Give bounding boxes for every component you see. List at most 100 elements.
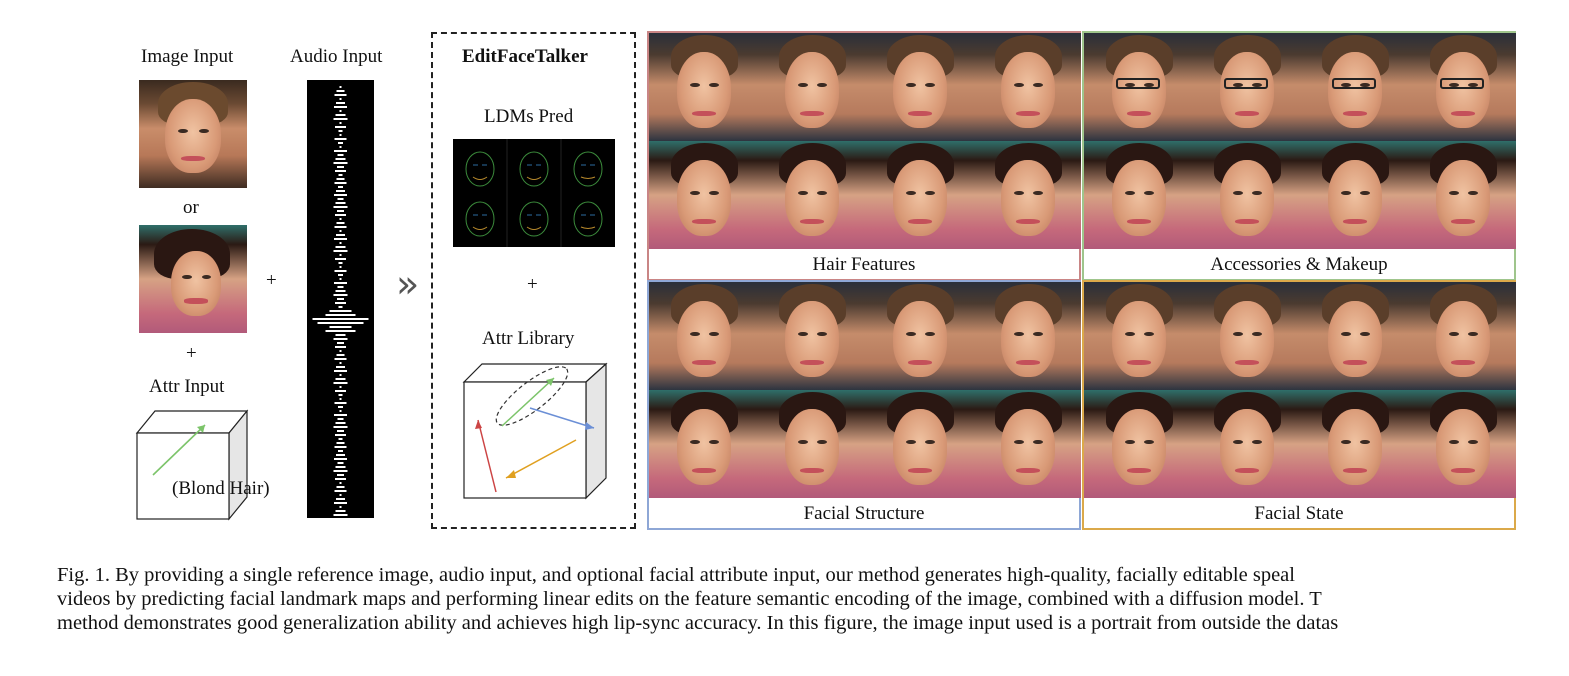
result-frame bbox=[1300, 141, 1408, 249]
waveform-bar bbox=[339, 398, 342, 400]
waveform-bar bbox=[336, 486, 345, 488]
waveform-bar bbox=[337, 342, 344, 344]
waveform-bar bbox=[334, 238, 347, 240]
waveform-bar bbox=[337, 286, 344, 288]
waveform-bar bbox=[339, 506, 342, 508]
waveform-bar bbox=[333, 426, 348, 428]
blond-hair-label: (Blond Hair) bbox=[172, 478, 270, 499]
waveform-bar bbox=[335, 478, 346, 480]
result-frame bbox=[1192, 390, 1300, 498]
waveform-bar bbox=[329, 326, 352, 328]
waveform-bar bbox=[337, 418, 344, 420]
panel-caption: Facial State bbox=[1254, 503, 1344, 524]
waveform-bar bbox=[333, 162, 348, 164]
result-frame bbox=[1084, 390, 1192, 498]
waveform-bar bbox=[335, 214, 346, 216]
waveform-bar bbox=[329, 310, 352, 312]
panel-caption: Accessories & Makeup bbox=[1210, 254, 1388, 275]
result-frame bbox=[1192, 33, 1300, 141]
ldm-pred-label: LDMs Pred bbox=[484, 106, 574, 127]
reference-image-man bbox=[139, 80, 247, 188]
waveform-bar bbox=[336, 366, 345, 368]
result-frame bbox=[1084, 33, 1192, 141]
waveform-bar bbox=[339, 386, 342, 388]
editfacetalker-title: EditFaceTalker bbox=[462, 46, 588, 67]
waveform-bar bbox=[333, 118, 348, 120]
waveform-bar bbox=[334, 402, 347, 404]
waveform-bar bbox=[338, 130, 343, 132]
waveform-bar bbox=[339, 254, 342, 256]
waveform-bar bbox=[312, 318, 369, 320]
waveform-bar bbox=[333, 294, 348, 296]
result-frame bbox=[865, 390, 973, 498]
panel-caption: Facial Structure bbox=[803, 503, 925, 524]
waveform-bar bbox=[335, 390, 346, 392]
result-frame bbox=[1192, 141, 1300, 249]
waveform-bar bbox=[333, 514, 348, 516]
result-panel-4: Facial State bbox=[1082, 280, 1516, 530]
waveform-bar bbox=[339, 110, 342, 112]
result-frame bbox=[865, 33, 973, 141]
waveform-bar bbox=[336, 178, 345, 180]
result-frame bbox=[649, 282, 757, 390]
waveform-bar bbox=[335, 346, 346, 348]
plus-sign-attr: + bbox=[186, 343, 197, 364]
image-input-label: Image Input bbox=[141, 46, 234, 67]
waveform-bar bbox=[339, 146, 342, 148]
waveform-bar bbox=[334, 370, 347, 372]
waveform-bar bbox=[336, 498, 345, 500]
waveform-bar bbox=[337, 430, 344, 432]
result-frame bbox=[649, 33, 757, 141]
waveform-bar bbox=[339, 350, 342, 352]
waveform-bar bbox=[334, 182, 347, 184]
result-panel-2: Accessories & Makeup bbox=[1082, 31, 1516, 281]
waveform-bar bbox=[338, 274, 343, 276]
waveform-bar bbox=[334, 502, 347, 504]
result-frame bbox=[757, 141, 865, 249]
waveform-bar bbox=[335, 510, 346, 512]
waveform-bar bbox=[338, 142, 343, 144]
waveform-bar bbox=[339, 230, 342, 232]
panel-caption: Hair Features bbox=[812, 254, 916, 275]
waveform-bar bbox=[339, 482, 342, 484]
result-frame bbox=[649, 141, 757, 249]
figure-caption: Fig. 1. By providing a single reference … bbox=[57, 563, 1557, 635]
waveform-bar bbox=[335, 258, 346, 260]
waveform-bar bbox=[336, 442, 345, 444]
result-frame bbox=[757, 33, 865, 141]
waveform-bar bbox=[337, 210, 344, 212]
waveform-bar bbox=[339, 374, 342, 376]
result-frame bbox=[1300, 282, 1408, 390]
attr-library-label: Attr Library bbox=[482, 328, 575, 349]
waveform-bar bbox=[339, 122, 342, 124]
waveform-bar bbox=[336, 454, 345, 456]
waveform-bar bbox=[339, 86, 342, 88]
waveform-bar bbox=[338, 450, 343, 452]
waveform-bar bbox=[334, 94, 347, 96]
plus-sign-audio: + bbox=[266, 270, 277, 291]
result-frame bbox=[1408, 390, 1516, 498]
waveform-bar bbox=[334, 150, 347, 152]
waveform-bar bbox=[337, 166, 344, 168]
waveform-bar bbox=[334, 282, 347, 284]
waveform-bar bbox=[336, 102, 345, 104]
chevron-right-icon: » bbox=[396, 262, 420, 306]
waveform-bar bbox=[333, 250, 348, 252]
result-frame bbox=[757, 282, 865, 390]
waveform-bar bbox=[336, 234, 345, 236]
waveform-bar bbox=[334, 106, 347, 108]
result-frame bbox=[973, 390, 1081, 498]
waveform-bar bbox=[333, 206, 348, 208]
editfacetalker-box bbox=[431, 32, 636, 529]
result-frame bbox=[1300, 33, 1408, 141]
waveform-bar bbox=[339, 362, 342, 364]
result-frame bbox=[973, 141, 1081, 249]
waveform-bar bbox=[333, 470, 348, 472]
result-frame bbox=[973, 33, 1081, 141]
waveform-bar bbox=[336, 190, 345, 192]
audio-input-label: Audio Input bbox=[290, 46, 383, 67]
audio-waveform bbox=[307, 80, 374, 518]
waveform-bar bbox=[336, 354, 345, 356]
waveform-bar bbox=[337, 474, 344, 476]
waveform-bar bbox=[339, 410, 342, 412]
